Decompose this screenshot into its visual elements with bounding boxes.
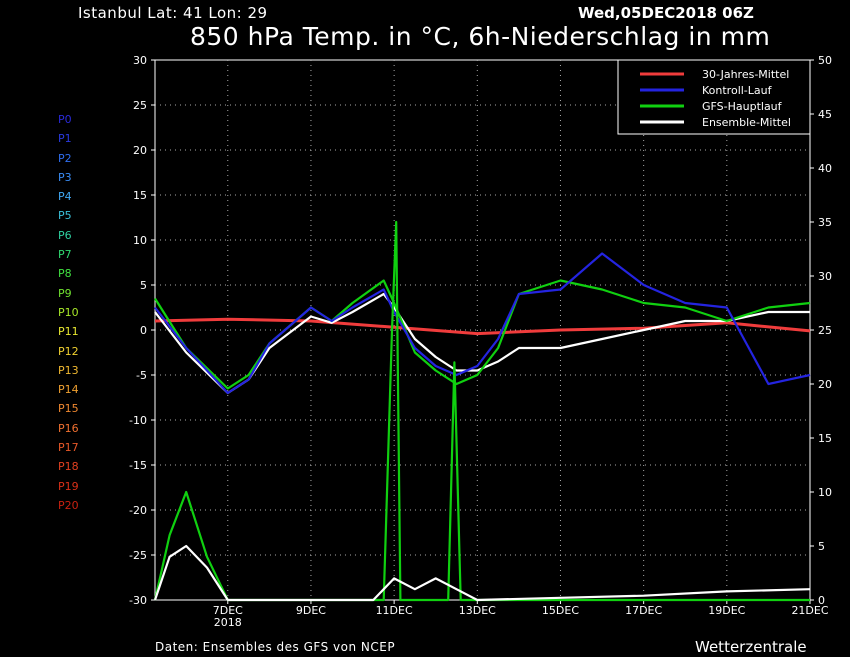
left-tick-label: -25 [129, 549, 147, 562]
location-label: Istanbul Lat: 41 Lon: 29 [78, 4, 268, 22]
x-tick-label: 13DEC [459, 604, 496, 617]
left-tick-label: -10 [129, 414, 147, 427]
member-label-p1: P1 [58, 132, 72, 146]
legend-label: Ensemble-Mittel [702, 116, 791, 129]
member-label-p0: P0 [58, 113, 72, 126]
run-date-label: Wed,05DEC2018 06Z [578, 4, 754, 22]
legend-label: 30-Jahres-Mittel [702, 68, 789, 81]
right-tick-label: 40 [818, 162, 832, 175]
left-tick-label: 30 [133, 54, 147, 67]
right-tick-label: 30 [818, 270, 832, 283]
member-label-p7: P7 [58, 248, 72, 262]
left-tick-label: 25 [133, 99, 147, 112]
left-tick-label: -15 [129, 459, 147, 472]
left-tick-label: 15 [133, 189, 147, 202]
x-tick-label: 15DEC [542, 604, 579, 617]
x-tick-label: 17DEC [625, 604, 662, 617]
member-list: P0 P1 P2 P3 P4 P5 P6 P7 P8 P9 P10 P11 P12 P13 P14 P15 P1… [58, 110, 79, 515]
right-tick-label: 15 [818, 432, 832, 445]
x-tick-label: 7DEC [213, 604, 243, 617]
x-tick-label: 9DEC [296, 604, 326, 617]
left-tick-label: 5 [140, 279, 147, 292]
member-label-p15: P15 [58, 402, 79, 416]
brand-label: Wetterzentrale [695, 638, 807, 656]
member-label-p13: P13 [58, 363, 79, 377]
member-label-p10: P10 [58, 305, 79, 319]
member-label-p18: P18 [58, 460, 79, 474]
left-tick-label: -5 [136, 369, 147, 382]
right-tick-label: 50 [818, 54, 832, 67]
member-label-p6: P6 [58, 228, 72, 242]
right-tick-label: 35 [818, 216, 832, 229]
member-label-p19: P19 [58, 479, 79, 493]
plot-frame [154, 59, 811, 601]
member-label-p12: P12 [58, 344, 79, 358]
left-tick-label: 0 [140, 324, 147, 337]
series-line-ensemble-mittel-niederschlag [153, 544, 811, 602]
data-source-label: Daten: Ensembles des GFS von NCEP [155, 640, 396, 654]
member-label-p8: P8 [58, 267, 72, 281]
member-label-p17: P17 [58, 441, 79, 455]
legend-label: GFS-Hauptlauf [702, 100, 783, 113]
right-tick-label: 25 [818, 324, 832, 337]
right-tick-label: 20 [818, 378, 832, 391]
member-label-p20: P20 [58, 498, 79, 512]
left-tick-label: -20 [129, 504, 147, 517]
member-label-p4: P4 [58, 190, 72, 204]
chart-title: 850 hPa Temp. in °C, 6h-Niederschlag in … [190, 22, 771, 51]
series-line-kontroll-lauf [154, 252, 811, 395]
x-tick-label: 11DEC [376, 604, 413, 617]
left-tick-label: -30 [129, 594, 147, 607]
x-tick-label: 19DEC [708, 604, 745, 617]
legend-label: Kontroll-Lauf [702, 84, 773, 97]
member-label-p3: P3 [58, 170, 72, 184]
member-label-p5: P5 [58, 209, 72, 223]
series-line-30-jahres-mittel [154, 317, 811, 336]
member-label-p16: P16 [58, 421, 79, 435]
member-label-p11: P11 [58, 325, 79, 339]
x-tick-sublabel: 2018 [214, 616, 242, 629]
series-line-ensemble-mittel [154, 292, 810, 395]
x-tick-label: 21DEC [791, 604, 828, 617]
right-tick-label: 5 [818, 540, 825, 553]
member-label-p14: P14 [58, 383, 79, 397]
right-tick-label: 45 [818, 108, 832, 121]
series-line-gfs-hauptlauf-niederschlag [153, 220, 810, 602]
left-tick-label: 10 [133, 234, 147, 247]
right-tick-label: 0 [818, 594, 825, 607]
member-label-p9: P9 [58, 286, 72, 300]
member-label-p2: P2 [58, 151, 72, 165]
left-tick-label: 20 [133, 144, 147, 157]
right-tick-label: 10 [818, 486, 832, 499]
